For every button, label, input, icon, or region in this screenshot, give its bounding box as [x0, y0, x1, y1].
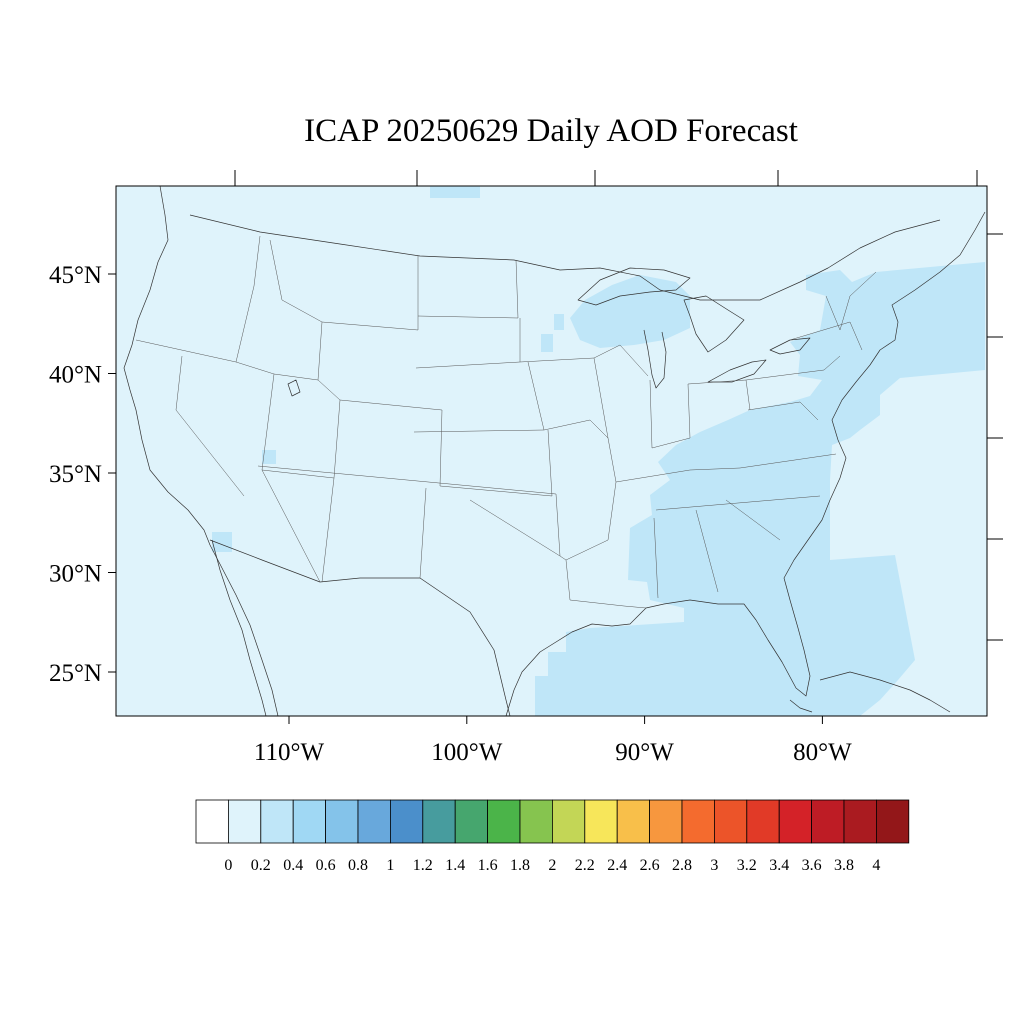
colorbar-label: 0 [224, 857, 232, 874]
colorbar-swatch [843, 799, 877, 844]
lake-superior [577, 267, 691, 306]
axis-ticks [108, 170, 1003, 724]
lake-erie [707, 359, 767, 383]
colorbar-label: 2.8 [672, 857, 692, 874]
colorbar-swatch [714, 799, 748, 844]
colorbar-swatch [519, 799, 553, 844]
colorbar-label: 0.8 [348, 857, 368, 874]
lon-tick-label: 100°W [431, 739, 502, 766]
colorbar-label: 2 [548, 857, 556, 874]
colorbar-label: 0.4 [283, 857, 303, 874]
colorbar-label: 4 [872, 857, 880, 874]
aod-region-small-1 [541, 334, 553, 352]
colorbar-swatch [584, 799, 618, 844]
lat-tick-label: 25°N [49, 660, 102, 687]
colorbar-swatch [778, 799, 813, 844]
colorbar-label: 2.6 [640, 857, 660, 874]
colorbar-swatch [487, 799, 521, 844]
map-frame [115, 185, 988, 717]
colorbar [195, 799, 910, 844]
coastline-florida-keys [789, 699, 813, 713]
aod-region-canada [430, 186, 480, 198]
colorbar-swatch [649, 799, 683, 844]
colorbar-swatch [811, 799, 845, 844]
border-canada [189, 214, 941, 301]
colorbar-label: 1.4 [445, 857, 465, 874]
aod-region-small-2 [554, 314, 564, 330]
coastline-gulf [505, 211, 986, 716]
colorbar-label: 2.4 [607, 857, 627, 874]
lake-huron [683, 295, 745, 353]
coastline-baja [211, 539, 267, 716]
colorbar-label: 0.2 [251, 857, 271, 874]
colorbar-swatch [195, 799, 229, 844]
colorbar-swatch [260, 799, 294, 844]
colorbar-swatch [746, 799, 780, 844]
great-salt-lake [287, 379, 301, 397]
aod-region-gulf-and-southeast [535, 262, 985, 716]
colorbar-label: 3.2 [737, 857, 757, 874]
map-title: ICAP 20250629 Daily AOD Forecast [304, 113, 798, 149]
lon-tick-label: 80°W [793, 739, 852, 766]
boundaries [123, 186, 986, 716]
colorbar-swatch [422, 799, 456, 844]
aod-elevated-regions [212, 186, 985, 716]
colorbar-label: 3.8 [834, 857, 854, 874]
colorbar-label: 0.6 [316, 857, 336, 874]
aod-region-great-lakes [570, 275, 690, 348]
colorbar-swatch [357, 799, 391, 844]
colorbar-swatch [325, 799, 359, 844]
lat-tick-label: 35°N [49, 461, 102, 488]
lat-tick-label: 40°N [49, 362, 102, 389]
colorbar-label: 1 [386, 857, 394, 874]
colorbar-swatch [876, 799, 910, 844]
colorbar-swatch [454, 799, 489, 844]
colorbar-swatch [552, 799, 586, 844]
colorbar-label: 1.6 [478, 857, 498, 874]
colorbar-swatch [389, 799, 424, 844]
colorbar-swatch [681, 799, 715, 844]
lake-ontario [769, 337, 811, 355]
coastline-west [123, 186, 279, 716]
lat-tick-label: 30°N [49, 561, 102, 588]
axis-tick-labels: 45°N 40°N 35°N 30°N 25°N 110°W 100°W 90°W 80°W [49, 262, 852, 766]
lake-michigan [643, 329, 667, 389]
colorbar-swatch [292, 799, 327, 844]
cuba [819, 671, 951, 713]
colorbar-label: 3.4 [769, 857, 789, 874]
colorbar-swatch [227, 799, 262, 844]
lon-tick-label: 90°W [615, 739, 674, 766]
colorbar-label: 1.8 [510, 857, 530, 874]
colorbar-swatch [616, 799, 651, 844]
colorbar-labels: 0 0.2 0.4 0.6 0.8 1 1.2 1.4 1.6 1.8 2 2.2 2.4 2.6 2.8 3… [224, 857, 880, 874]
colorbar-label: 2.2 [575, 857, 595, 874]
aod-region-small-4 [212, 532, 232, 552]
lon-tick-label: 110°W [254, 739, 325, 766]
colorbar-label: 3 [710, 857, 718, 874]
colorbar-label: 1.2 [413, 857, 433, 874]
aod-region-small-3 [262, 450, 276, 464]
lat-tick-label: 45°N [49, 262, 102, 289]
map-panel: 45°N 40°N 35°N 30°N 25°N 110°W 100°W 90°W 80°W [49, 170, 1003, 766]
colorbar-label: 3.6 [802, 857, 822, 874]
state-lines [135, 235, 877, 609]
